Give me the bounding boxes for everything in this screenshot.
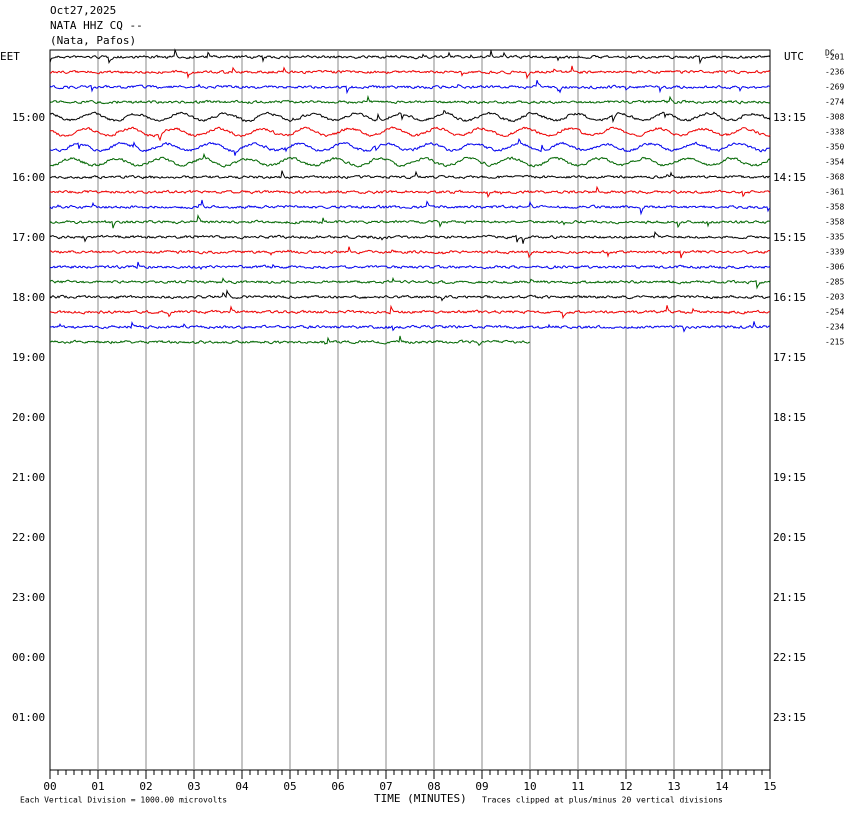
eet-label: 01:00 bbox=[12, 711, 45, 724]
utc-label: 13:15 bbox=[773, 111, 806, 124]
dc-offset: -201 bbox=[825, 53, 844, 62]
dc-offset: -350 bbox=[825, 143, 844, 152]
time-label: 10 bbox=[523, 780, 536, 793]
location: (Nata, Pafos) bbox=[50, 34, 136, 47]
dc-offset: -254 bbox=[825, 308, 844, 317]
dc-title: DC bbox=[825, 49, 835, 58]
trace bbox=[49, 170, 771, 180]
clip-note: Traces clipped at plus/minus 20 vertical… bbox=[482, 796, 723, 805]
dc-offset: -368 bbox=[825, 173, 844, 182]
dc-offset: -338 bbox=[825, 128, 844, 137]
time-label: 13 bbox=[667, 780, 680, 793]
dc-offset: -358 bbox=[825, 203, 844, 212]
station: NATA HHZ CQ -- bbox=[50, 19, 143, 32]
eet-label: 15:00 bbox=[12, 111, 45, 124]
eet-title: EET bbox=[0, 50, 20, 63]
trace bbox=[49, 231, 771, 244]
trace bbox=[49, 335, 530, 347]
trace bbox=[49, 214, 771, 229]
time-label: 05 bbox=[283, 780, 296, 793]
trace bbox=[49, 94, 771, 105]
trace bbox=[49, 246, 771, 259]
time-label: 06 bbox=[331, 780, 344, 793]
time-label: 12 bbox=[619, 780, 632, 793]
trace bbox=[49, 304, 770, 320]
eet-label: 16:00 bbox=[12, 171, 45, 184]
trace bbox=[49, 126, 771, 142]
eet-label: 18:00 bbox=[12, 291, 45, 304]
trace bbox=[49, 261, 771, 271]
trace bbox=[49, 289, 771, 302]
eet-label: 21:00 bbox=[12, 471, 45, 484]
dc-offset: -354 bbox=[825, 158, 844, 167]
trace bbox=[49, 48, 771, 65]
utc-label: 23:15 bbox=[773, 711, 806, 724]
trace bbox=[49, 80, 771, 95]
dc-offset: -285 bbox=[825, 278, 844, 287]
plot-frame bbox=[49, 49, 771, 771]
time-label: 01 bbox=[91, 780, 104, 793]
time-label: 07 bbox=[379, 780, 392, 793]
time-title: TIME (MINUTES) bbox=[374, 792, 467, 805]
utc-label: 16:15 bbox=[773, 291, 806, 304]
trace bbox=[49, 137, 771, 156]
utc-label: 19:15 bbox=[773, 471, 806, 484]
trace bbox=[49, 276, 771, 290]
utc-label: 20:15 bbox=[773, 531, 806, 544]
time-label: 11 bbox=[571, 780, 584, 793]
utc-label: 15:15 bbox=[773, 231, 806, 244]
eet-label: 19:00 bbox=[12, 351, 45, 364]
scale-note: Each Vertical Division = 1000.00 microvo… bbox=[20, 796, 227, 805]
trace bbox=[49, 65, 771, 80]
time-label: 15 bbox=[763, 780, 776, 793]
time-label: 02 bbox=[139, 780, 152, 793]
time-label: 08 bbox=[427, 780, 440, 793]
dc-offset: -361 bbox=[825, 188, 844, 197]
dc-offset: -215 bbox=[825, 338, 844, 347]
dc-offset: -308 bbox=[825, 113, 844, 122]
utc-title: UTC bbox=[784, 50, 804, 63]
utc-label: 14:15 bbox=[773, 171, 806, 184]
date: Oct27,2025 bbox=[50, 4, 116, 17]
dc-offset: -234 bbox=[825, 323, 844, 332]
utc-label: 18:15 bbox=[773, 411, 806, 424]
trace bbox=[49, 199, 771, 216]
time-label: 03 bbox=[187, 780, 200, 793]
time-label: 04 bbox=[235, 780, 249, 793]
dc-offset: -236 bbox=[825, 68, 844, 77]
dc-offset: -335 bbox=[825, 233, 844, 242]
dc-offset: -269 bbox=[825, 83, 844, 92]
dc-offset: -358 bbox=[825, 218, 844, 227]
trace bbox=[49, 185, 771, 199]
utc-label: 17:15 bbox=[773, 351, 806, 364]
dc-offset: -339 bbox=[825, 248, 844, 257]
utc-label: 21:15 bbox=[773, 591, 806, 604]
trace bbox=[49, 320, 771, 333]
dc-offset: -203 bbox=[825, 293, 844, 302]
eet-label: 00:00 bbox=[12, 651, 45, 664]
trace bbox=[49, 109, 771, 124]
time-label: 09 bbox=[475, 780, 488, 793]
dc-offset: -306 bbox=[825, 263, 844, 272]
dc-offset: -274 bbox=[825, 98, 844, 107]
utc-label: 22:15 bbox=[773, 651, 806, 664]
trace bbox=[49, 152, 771, 168]
eet-label: 20:00 bbox=[12, 411, 45, 424]
eet-label: 22:00 bbox=[12, 531, 45, 544]
eet-label: 23:00 bbox=[12, 591, 45, 604]
time-label: 14 bbox=[715, 780, 729, 793]
eet-label: 17:00 bbox=[12, 231, 45, 244]
time-label: 00 bbox=[43, 780, 56, 793]
